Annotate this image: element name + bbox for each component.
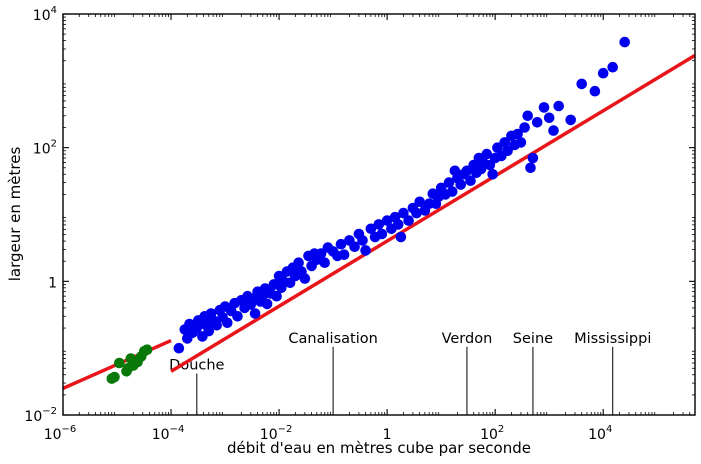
annotation-label: Douche [169,357,224,373]
data-point [502,145,513,156]
data-point [360,245,371,256]
data-point [619,36,630,48]
data-point [338,249,350,260]
data-point [565,114,576,126]
data-point [525,162,536,174]
data-point [576,78,587,90]
annotation-label: Verdon [442,331,493,347]
data-point [319,257,331,269]
data-point [335,238,347,250]
x-tick-label: 102 [480,424,504,443]
annotation-layer: Douche Canalisation Verdon Seine Mississippi [169,331,651,415]
data-point [553,100,564,112]
y-axis-label: largeur en mètres [6,147,24,282]
data-point [411,207,422,219]
data-point [109,371,120,383]
data-point [315,248,327,259]
data-point [522,110,533,122]
data-point [349,241,360,252]
data-point [398,207,409,219]
data-point [299,273,311,284]
data-point [492,142,503,153]
annotation-label: Mississippi [574,331,651,347]
data-point [392,219,404,230]
data-point [538,102,550,113]
x-tick-label: 10−4 [152,424,185,443]
data-point [446,186,458,197]
data-point [261,298,273,310]
data-point [515,137,527,148]
data-point [211,320,222,331]
data-point-layer [106,36,630,384]
data-point [222,317,233,329]
x-tick-label: 10−2 [260,424,293,443]
data-point [519,122,530,133]
x-tick-label: 104 [588,424,612,443]
y-tick-label: 102 [33,139,57,158]
y-tick-label: 104 [33,5,57,24]
data-point [527,152,539,164]
data-point [499,137,511,148]
data-point [373,219,385,230]
data-point [203,325,215,337]
data-point [589,85,601,97]
data-point [173,342,185,354]
data-point [271,290,282,302]
data-point [487,169,499,180]
x-tick-label: 10−6 [44,424,77,443]
y-tick-label: 1 [48,275,57,291]
x-tick-label: 1 [383,427,392,443]
data-point [293,257,304,269]
data-point [414,196,426,208]
annotation-label: Seine [513,331,553,347]
data-point [455,179,467,190]
x-axis-label: débit d'eau en mètres cube par seconde [227,439,531,457]
data-point [114,357,125,369]
data-point [376,228,388,240]
data-point [249,308,261,319]
data-point [365,223,377,235]
data-point [141,344,153,356]
data-point [543,112,555,124]
data-point [531,117,543,128]
data-point [481,148,493,160]
y-tick-label: 10−2 [24,406,57,425]
data-point [443,177,455,188]
fit-line [170,53,696,373]
data-point [381,215,393,226]
data-point [465,175,476,186]
annotation-label: Canalisation [288,331,377,347]
data-point [548,125,559,136]
data-point [395,231,407,243]
axis-tick-layer: 10−6 10−4 10−2 1 102 104 10−2 1 102 104 [24,5,695,443]
data-point [232,311,243,322]
data-point [607,61,618,73]
data-point [403,215,414,226]
data-point [357,235,368,246]
data-point [597,67,609,79]
data-point [512,128,523,140]
